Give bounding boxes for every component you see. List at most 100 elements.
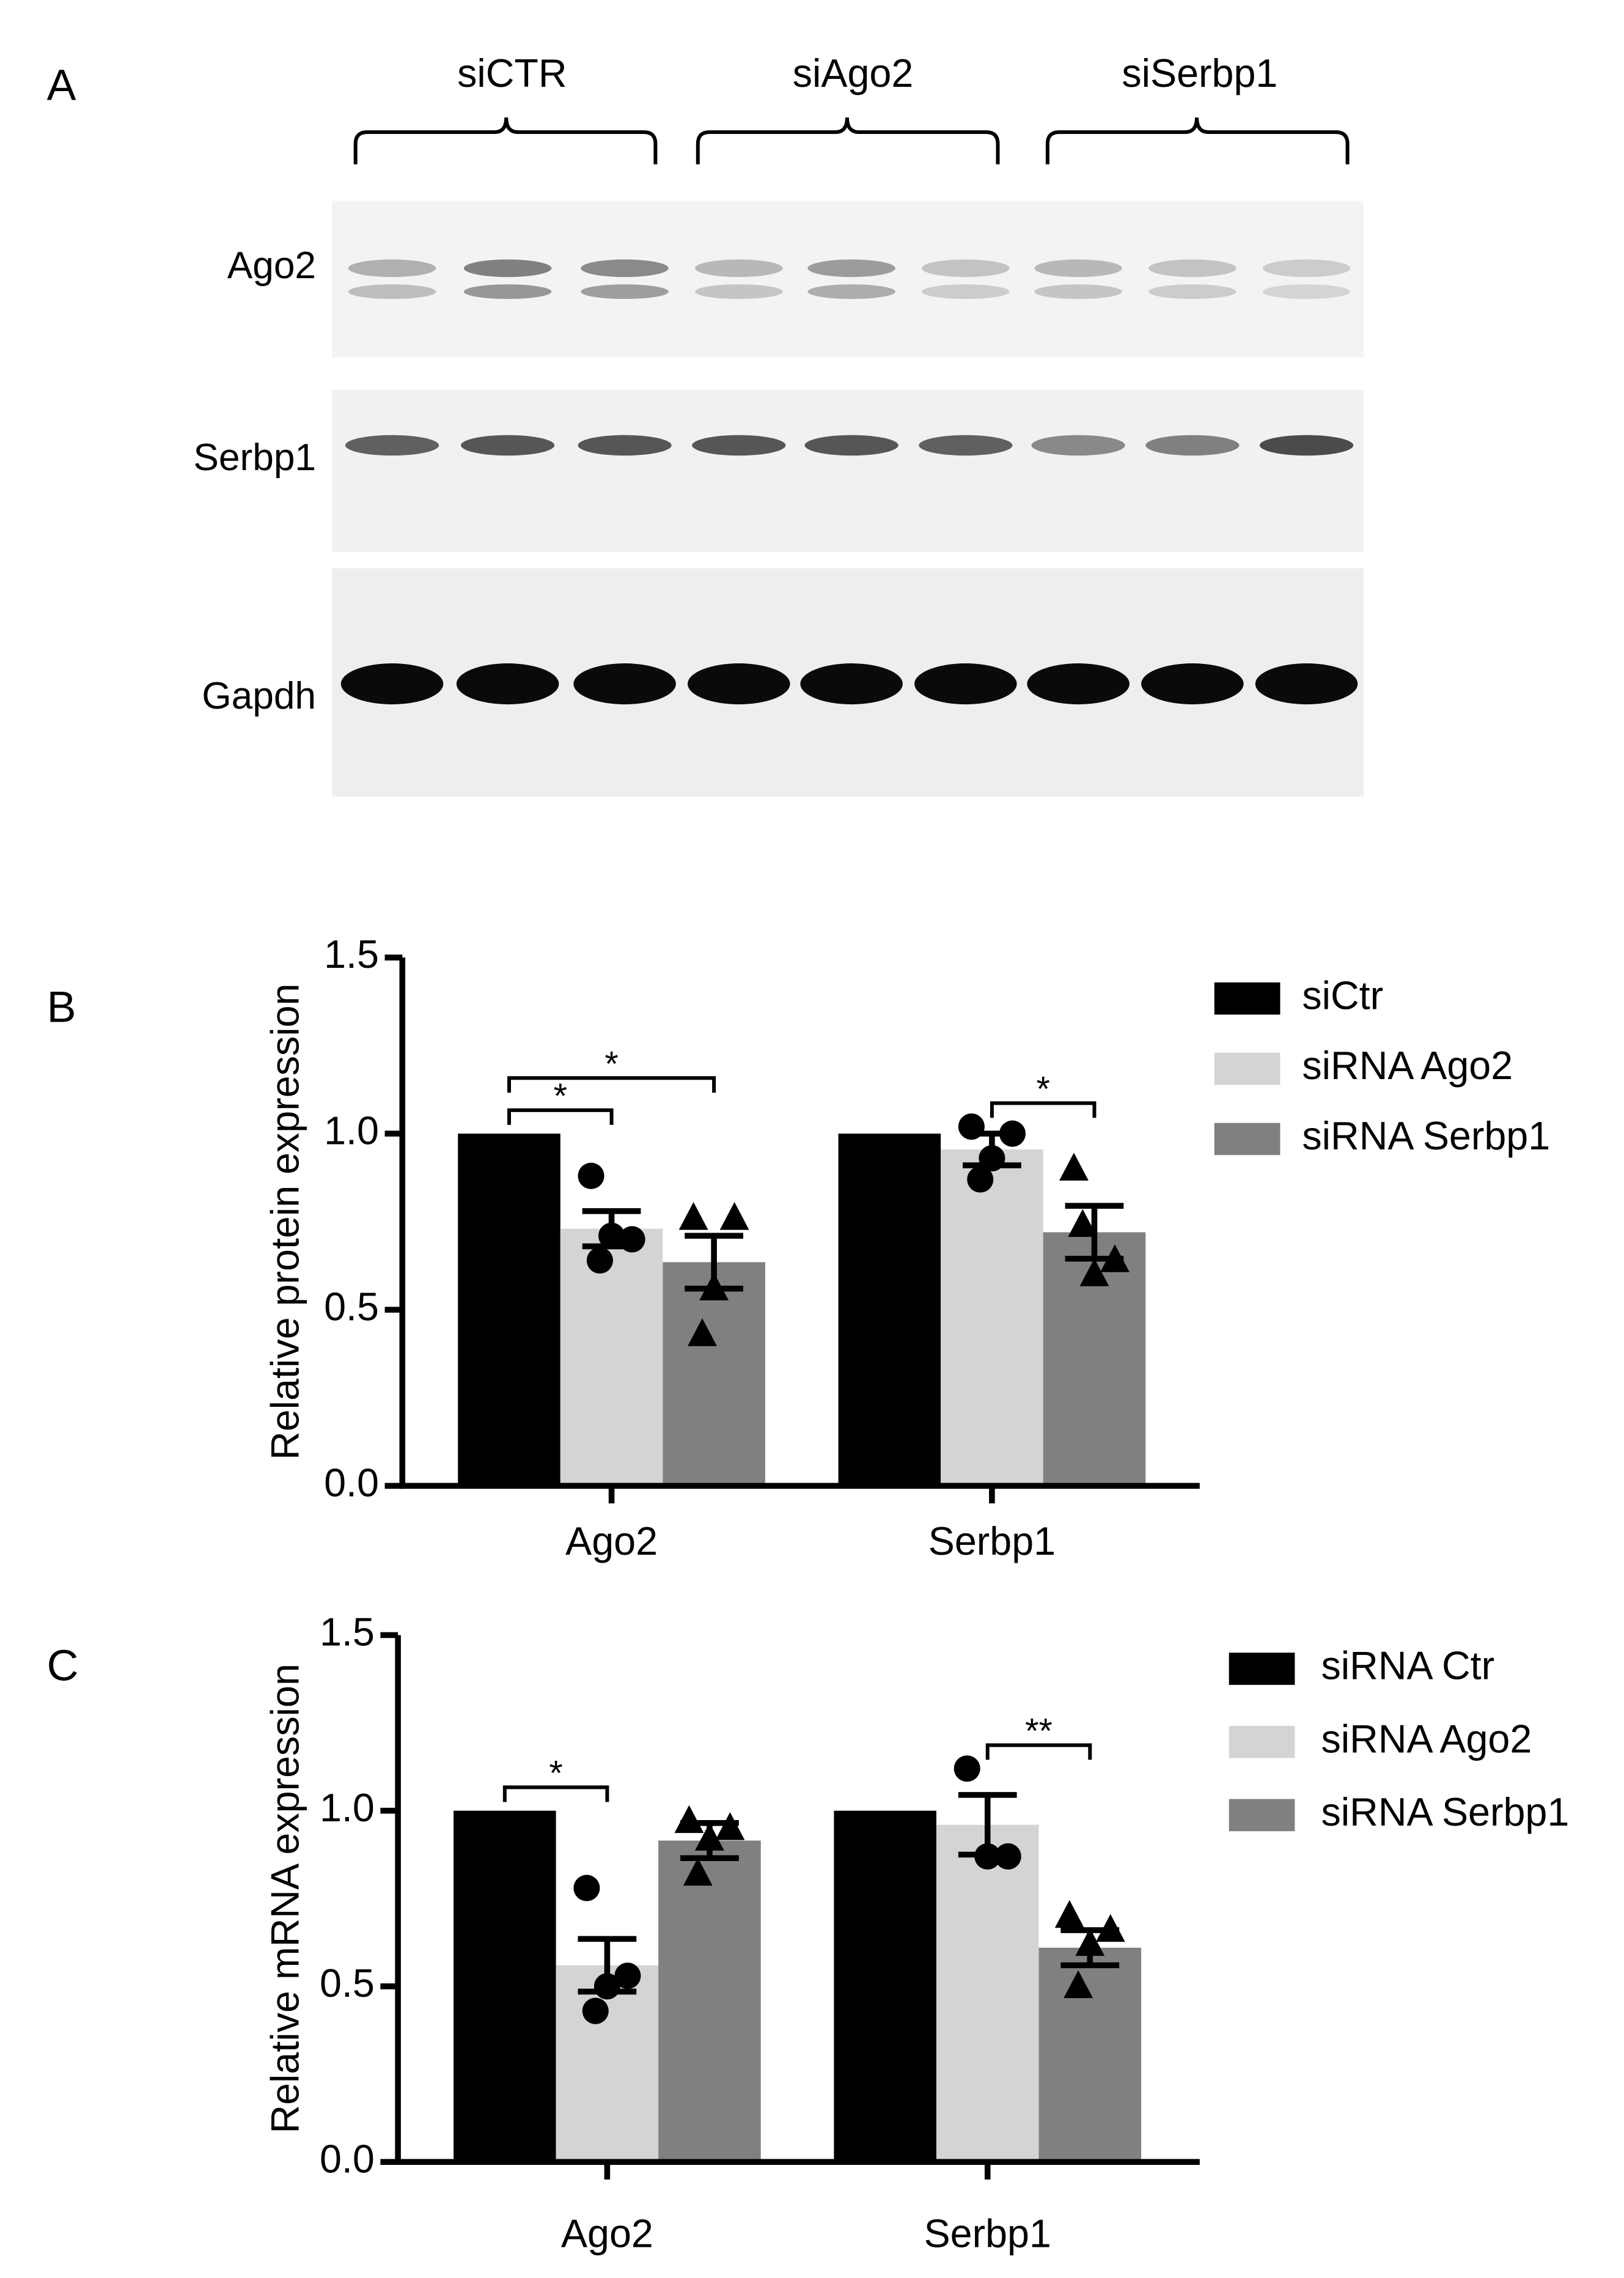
significance-bracket [507,1108,614,1125]
group-label: siSerbp1 [1122,51,1277,95]
panel-label: C [47,1641,79,1690]
legend-swatch [1214,982,1280,1015]
band [914,663,1017,705]
significance-label: ** [1025,1711,1053,1750]
panel-label: A [47,61,76,109]
data-point [994,1843,1021,1870]
y-tick-label: 0.5 [324,1285,379,1329]
legend-swatch [1229,1653,1295,1685]
y-axis-label: Relative mRNA expression [263,1664,307,2133]
legend-label: siRNA Ctr [1321,1644,1495,1688]
y-tick-label: 1.0 [324,1108,379,1152]
bar [936,1824,1039,2162]
chart: 0.0 0.5 1.0 1.5 Ago2 Serbp1 Relative mRNA expr… [263,1610,1570,2256]
band [800,663,903,705]
bar [838,1133,941,1486]
band [1255,663,1358,705]
data-point [979,1145,1005,1172]
band [345,435,439,456]
data-point [719,1202,749,1230]
legend-label: siRNA Ago2 [1302,1044,1513,1088]
x-tick-label: Ago2 [565,1519,658,1563]
bar [560,1228,663,1486]
y-tick-label: 1.5 [320,1610,375,1654]
significance-bracket [502,1785,609,1802]
band [688,663,790,705]
significance-label: * [549,1753,562,1793]
y-tick-label: 0.0 [320,2137,375,2181]
band [463,284,552,300]
legend-swatch [1214,1052,1280,1085]
data-point [1100,1244,1130,1272]
row-label: Gapdh [202,675,316,717]
brace [353,117,658,164]
band [804,435,898,456]
band [340,663,444,705]
data-point [1054,1900,1084,1928]
data-point [578,1162,604,1189]
band [807,259,895,278]
western-blot: siCTR siAgo2 siSerbp1 Ago2 Serbp1 Gapdh [193,51,1364,797]
legend-label: siRNA Serbp1 [1302,1114,1550,1158]
bar [834,1810,936,2162]
band [1148,259,1236,278]
data-point [1075,1928,1105,1956]
band [461,435,555,456]
data-point [1068,1209,1098,1237]
data-point [688,1318,717,1346]
significance-bracket [507,1076,716,1093]
data-point [573,1874,600,1901]
data-point [614,1963,641,1989]
data-point [1079,1258,1109,1286]
significance-label: * [1037,1069,1050,1108]
x-tick-label: Serbp1 [928,1519,1056,1563]
data-point [674,1805,704,1834]
data-point [967,1166,994,1193]
band [919,435,1013,456]
band [1141,663,1244,705]
data-point [593,1973,620,2000]
row-label: Ago2 [227,245,316,287]
band [1034,284,1122,300]
band [348,284,436,300]
band [573,663,676,705]
legend-label: siCtr [1302,973,1383,1017]
band [695,284,783,300]
data-point [619,1226,645,1253]
data-point [715,1812,745,1840]
band [463,259,552,278]
band [1027,663,1130,705]
band [581,259,669,278]
legend-label: siRNA Serbp1 [1321,1790,1570,1834]
significance-bracket [985,1743,1092,1760]
data-point [1059,1152,1089,1181]
data-point [683,1857,713,1886]
data-point [586,1247,613,1274]
data-point [1064,1970,1093,1999]
y-tick-label: 1.5 [324,932,379,976]
band [1145,435,1240,456]
band [1148,284,1236,300]
group-label: siAgo2 [793,51,914,95]
bar [941,1149,1043,1486]
band [807,284,895,300]
chart: 0.0 0.5 1.0 1.5 Ago2 Serbp1 Relative protein e… [263,932,1551,1563]
blot-strip [332,389,1364,553]
band [1262,284,1351,300]
data-point [958,1113,985,1140]
data-point [598,1222,625,1249]
band [1034,259,1122,278]
data-point [999,1120,1026,1147]
braces [353,117,1350,164]
y-tick-label: 1.0 [320,1786,375,1830]
band [1259,435,1354,456]
y-tick-label: 0.0 [324,1461,379,1505]
data-point [974,1843,1001,1870]
bar [458,1133,560,1486]
significance-bracket [990,1101,1097,1118]
brace [696,117,1000,164]
band [922,284,1010,300]
brace [1045,117,1350,164]
